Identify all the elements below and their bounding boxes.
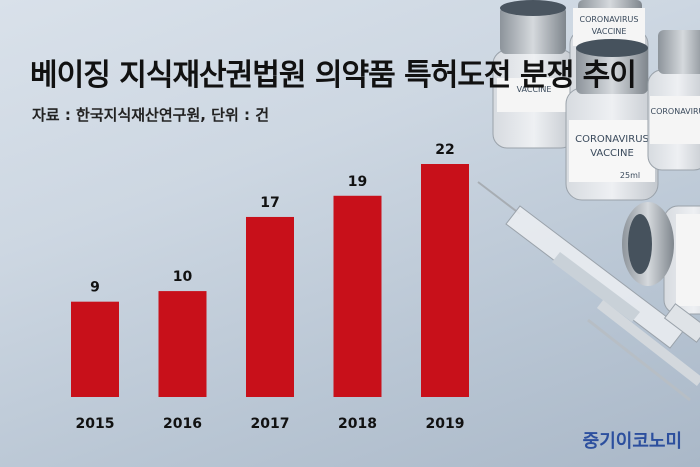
vial-label-text: VACCINE <box>590 148 634 159</box>
bar-group: 9 2015 10 2016 17 2017 19 2018 22 2019 <box>71 142 469 432</box>
x-tick-label-2018: 2018 <box>338 416 377 432</box>
bar-2015 <box>71 301 119 397</box>
x-tick-label-2019: 2019 <box>426 416 465 432</box>
syringe-illustration <box>477 181 700 402</box>
x-tick-label-2017: 2017 <box>251 416 290 432</box>
bar-2019 <box>421 164 469 397</box>
data-label-2019: 22 <box>435 142 454 158</box>
bar-2018 <box>333 195 382 397</box>
data-label-2016: 10 <box>173 269 193 285</box>
vial-volume-text: 25ml <box>620 171 640 180</box>
vial-label-text: VACCINE <box>592 27 627 36</box>
vial-label-text: CORONAVIRUS <box>575 134 649 145</box>
data-label-2017: 17 <box>260 195 279 211</box>
source-note: 자료 : 한국지식재산연구원, 단위 : 건 <box>32 106 270 124</box>
bar-2017 <box>246 216 294 397</box>
x-tick-label-2016: 2016 <box>163 416 202 432</box>
bar-2016 <box>158 291 207 397</box>
vial-label-text: CORONAVIRUS <box>579 15 638 24</box>
vaccine-vial-right-lying <box>622 202 700 315</box>
data-label-2018: 19 <box>348 174 367 190</box>
vaccine-vial-center: CORONAVIRUS VACCINE 25ml <box>565 39 659 201</box>
data-label-2015: 9 <box>90 280 100 296</box>
x-tick-label-2015: 2015 <box>76 416 115 432</box>
vaccine-vial-right-top: CORONAVIRUS <box>647 30 700 171</box>
vial-label-text: CORONAVIRUS <box>650 107 700 116</box>
vial-label-text: VACCINE <box>517 85 552 94</box>
chart-title: 베이징 지식재산권법원 의약품 특허도전 분쟁 추이 <box>30 58 637 93</box>
vaccine-vial-left: VACCINE <box>492 0 576 149</box>
brand-logo: 중기이코노미 <box>582 431 682 452</box>
